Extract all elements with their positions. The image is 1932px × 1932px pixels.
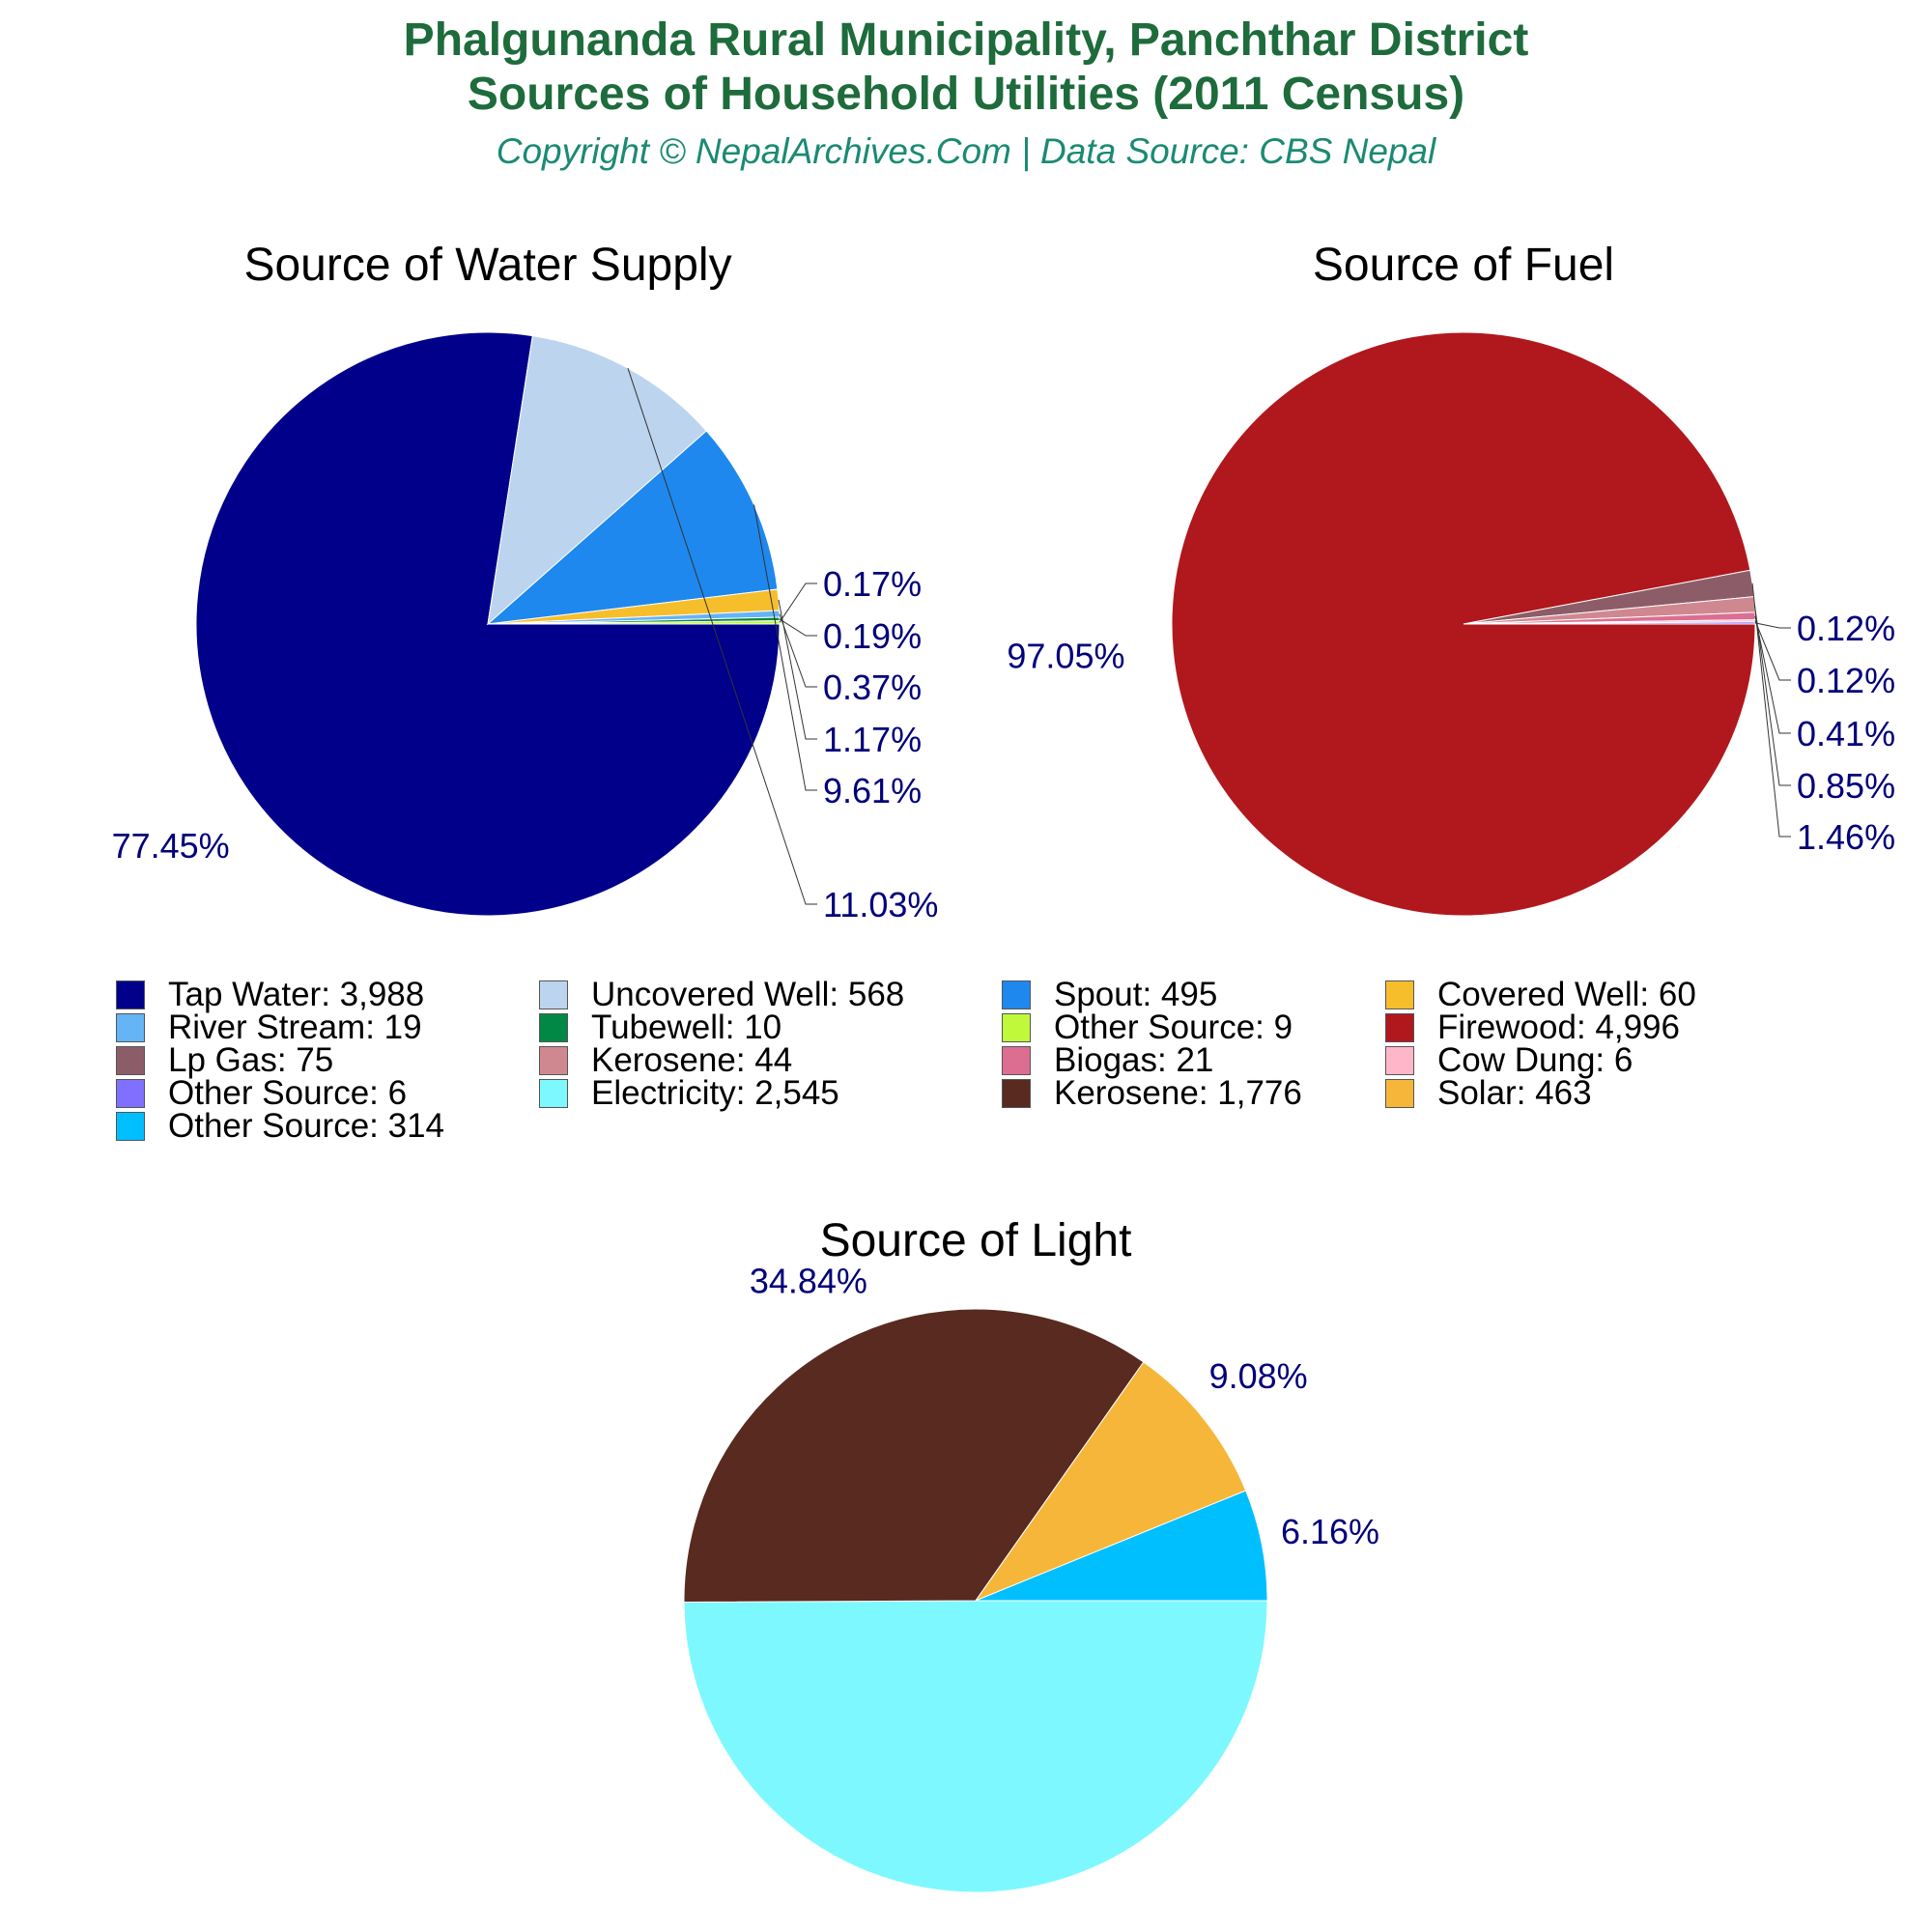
legend-swatch: [1385, 1079, 1414, 1108]
leader-line: [753, 504, 817, 791]
legend-item: Covered Well: 60: [1385, 976, 1696, 1014]
legend-item: Tap Water: 3,988: [116, 976, 424, 1014]
legend-item: Tubewell: 10: [539, 1009, 781, 1047]
slice-percent-label: 9.08%: [1209, 1356, 1308, 1396]
slice-percent-label: 77.45%: [112, 826, 230, 866]
legend-swatch: [1002, 980, 1031, 1009]
slice-percent-label: 6.16%: [1281, 1512, 1379, 1551]
slice-percent-label: 0.12%: [1797, 661, 1895, 700]
slice-percent-label: 0.12%: [1797, 609, 1895, 648]
legend-label: Covered Well: 60: [1437, 976, 1696, 1013]
legend-label: Cow Dung: 6: [1437, 1041, 1634, 1079]
legend-label: Tubewell: 10: [591, 1009, 782, 1046]
legend-item: Lp Gas: 75: [116, 1041, 333, 1080]
legend-item: Electricity: 2,545: [539, 1074, 839, 1113]
legend-label: Other Source: 6: [168, 1074, 408, 1112]
legend-label: Tap Water: 3,988: [168, 976, 425, 1013]
pie-title: Source of Water Supply: [243, 240, 731, 291]
legend-swatch: [539, 980, 568, 1009]
legend-label: Lp Gas: 75: [168, 1041, 334, 1079]
slice-percent-label: 97.05%: [1007, 637, 1124, 676]
legend-swatch: [1385, 1013, 1414, 1042]
slice-percent-label: 0.85%: [1797, 766, 1895, 806]
leader-line: [1753, 604, 1791, 786]
legend-item: Cow Dung: 6: [1385, 1041, 1633, 1080]
legend-label: Uncovered Well: 568: [591, 976, 905, 1013]
legend-swatch: [539, 1079, 568, 1108]
legend-label: Spout: 495: [1054, 976, 1218, 1013]
slice-percent-label: 11.03%: [823, 885, 938, 924]
pie-title: Source of Light: [820, 1215, 1132, 1266]
legend-label: Kerosene: 1,776: [1054, 1074, 1302, 1112]
slice-percent-label: 0.17%: [823, 564, 922, 604]
slice-percent-label: 1.17%: [823, 720, 922, 759]
legend-label: Kerosene: 44: [591, 1041, 793, 1079]
pie-slice: [974, 1361, 1247, 1603]
main-title-line1: Phalgunanda Rural Municipality, Panchtha…: [403, 14, 1529, 66]
pie-title: Source of Fuel: [1313, 240, 1614, 291]
legend-swatch: [116, 980, 145, 1009]
legend-swatch: [1002, 1079, 1031, 1108]
legend-swatch: [116, 1013, 145, 1042]
legend-label: Other Source: 314: [168, 1107, 444, 1145]
main-title-line2: Sources of Household Utilities (2011 Cen…: [467, 69, 1465, 120]
legend-swatch: [1002, 1046, 1031, 1075]
legend-item: Firewood: 4,996: [1385, 1009, 1680, 1047]
legend-item: Other Source: 314: [116, 1107, 444, 1146]
pie-slice: [683, 1308, 1145, 1603]
legend-swatch: [116, 1079, 145, 1108]
legend-swatch: [539, 1046, 568, 1075]
leader-line: [1754, 620, 1791, 681]
legend-label: Electricity: 2,545: [591, 1074, 839, 1112]
leader-line: [779, 618, 817, 637]
slice-percent-label: 0.19%: [823, 616, 922, 656]
legend-item: Solar: 463: [1385, 1074, 1592, 1113]
legend-item: Other Source: 6: [116, 1074, 407, 1113]
legend-swatch: [1002, 1013, 1031, 1042]
legend-label: River Stream: 19: [168, 1009, 422, 1046]
leader-line: [1754, 615, 1791, 734]
legend-swatch: [1385, 980, 1414, 1009]
slice-percent-label: 1.46%: [1797, 817, 1895, 857]
legend-item: Uncovered Well: 568: [539, 976, 904, 1014]
legend-swatch: [116, 1112, 145, 1141]
legend-swatch: [116, 1046, 145, 1075]
legend-item: Spout: 495: [1002, 976, 1217, 1014]
copyright-text: Copyright © NepalArchives.Com | Data Sou…: [496, 131, 1436, 171]
legend-item: Biogas: 21: [1002, 1041, 1213, 1080]
legend-label: Biogas: 21: [1054, 1041, 1214, 1079]
leader-line: [779, 582, 817, 623]
legend-label: Solar: 463: [1437, 1074, 1592, 1112]
leader-line: [1751, 582, 1791, 838]
slice-percent-label: 0.41%: [1797, 714, 1895, 753]
slice-percent-label: 34.84%: [750, 1261, 867, 1300]
legend-item: Other Source: 9: [1002, 1009, 1293, 1047]
legend-label: Firewood: 4,996: [1437, 1009, 1680, 1046]
leader-line: [779, 613, 817, 688]
leader-line: [1754, 622, 1791, 629]
slice-percent-label: 9.61%: [823, 771, 922, 810]
slice-percent-label: 0.37%: [823, 668, 922, 707]
legend-swatch: [539, 1013, 568, 1042]
pie-slice: [975, 1490, 1268, 1602]
legend-item: Kerosene: 44: [539, 1041, 792, 1080]
legend-item: River Stream: 19: [116, 1009, 422, 1047]
leader-line: [778, 599, 817, 740]
leader-line: [627, 367, 817, 905]
legend-label: Other Source: 9: [1054, 1009, 1293, 1046]
legend-swatch: [1385, 1046, 1414, 1075]
pie-slice: [683, 1600, 1268, 1893]
legend-item: Kerosene: 1,776: [1002, 1074, 1302, 1113]
